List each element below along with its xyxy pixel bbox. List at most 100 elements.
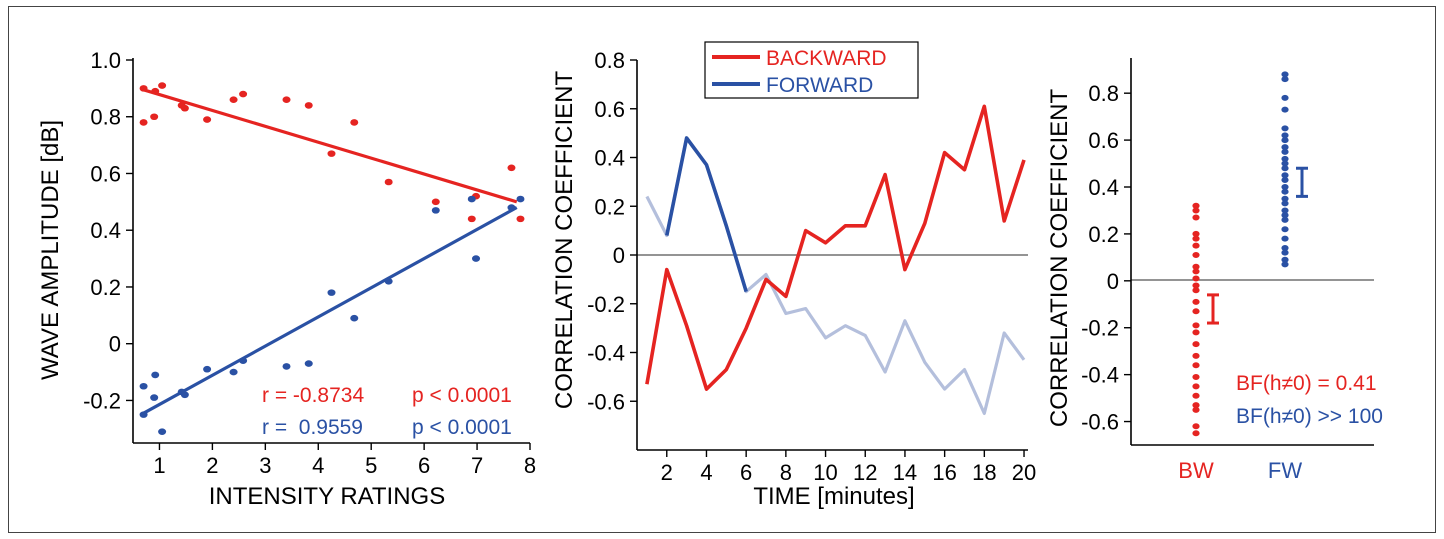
p3-point-bw — [1192, 202, 1200, 209]
p1-point-blue — [151, 371, 160, 379]
p1-p-red: p < 0.0001 — [412, 384, 512, 407]
p1-annotation-blue: r = 0.9559 p < 0.0001 — [262, 416, 512, 439]
p1-point-red — [139, 119, 148, 126]
p3-point-fw — [1281, 261, 1289, 268]
p3-point-fw — [1281, 125, 1289, 132]
p1-point-red — [327, 150, 336, 157]
p1-point-red — [304, 102, 313, 109]
p3-category-fw: FW — [1268, 458, 1302, 483]
p3-point-bw — [1192, 383, 1200, 390]
p2-legend-box — [704, 41, 919, 99]
p3-point-bw — [1192, 406, 1200, 413]
p2-series-forward-highlight — [665, 136, 748, 293]
p3-point-bw — [1192, 430, 1200, 437]
p3-point-bw — [1192, 402, 1200, 409]
p3-point-fw — [1281, 216, 1289, 223]
p3-bf-red: BF(h≠0) = 0.41 — [1236, 372, 1377, 395]
p3-point-bw — [1192, 362, 1200, 369]
p1-point-red — [158, 82, 167, 89]
p1-point-blue — [472, 255, 481, 262]
p2-ytick-label: -0.6 — [587, 389, 625, 414]
p3-point-fw — [1281, 176, 1289, 183]
p1-xtick-label: 4 — [312, 453, 324, 478]
p3-point-fw — [1281, 132, 1289, 139]
p1-annotation-red: r = -0.8734 p < 0.0001 — [262, 384, 512, 407]
p1-point-red — [467, 215, 476, 223]
p3-point-bw — [1192, 214, 1200, 221]
p3-point-bw — [1192, 252, 1200, 259]
p1-y-axis-label: WAVE AMPLITUDE [dB] — [37, 120, 64, 380]
p3-ytick-label: 0 — [1107, 269, 1119, 294]
p1-point-blue — [139, 411, 148, 418]
p3-ytick-label: 0.4 — [1088, 175, 1119, 200]
p3-point-fw — [1281, 71, 1289, 78]
p1-ytick-label: 0 — [109, 332, 121, 357]
p3-point-fw — [1281, 256, 1289, 263]
p2-legend-label-forward: FORWARD — [766, 74, 873, 97]
p3-point-fw — [1281, 172, 1289, 179]
p1-xtick-label: 2 — [206, 453, 218, 478]
p3-ytick-label: 0.6 — [1088, 128, 1119, 153]
p3-y-axis-label: CORRELATION COEFFICIENT — [1046, 89, 1073, 428]
p3-point-fw — [1281, 148, 1289, 155]
p1-point-blue — [282, 363, 291, 370]
p1-r-blue: r = 0.9559 — [262, 416, 363, 439]
p2-ytick-label: 0.8 — [594, 48, 625, 73]
p2-legend: BACKWARD FORWARD — [704, 41, 919, 99]
p1-point-red — [229, 96, 238, 104]
p1-ytick-label: 0.6 — [90, 161, 121, 186]
p3-point-bw — [1192, 263, 1200, 270]
p2-xtick-label: 8 — [780, 460, 792, 485]
p2-xtick-label: 14 — [893, 460, 917, 485]
p2-ytick-label: 0.6 — [594, 97, 625, 122]
p3-point-fw — [1281, 235, 1289, 242]
p1-point-blue — [467, 195, 476, 203]
p2-xtick-label: 12 — [853, 460, 877, 485]
p3-point-fw — [1281, 76, 1289, 83]
p1-point-blue — [327, 289, 336, 296]
panel-bw-fw: -0.6 -0.4 -0.2 0 0.2 0.4 0.6 0.8 BW FW CORRELAT… — [1046, 58, 1383, 483]
p1-point-blue — [507, 204, 516, 211]
p1-r-red: r = -0.8734 — [262, 384, 364, 407]
p3-point-bw — [1192, 341, 1200, 348]
p2-legend-label-backward: BACKWARD — [766, 47, 887, 70]
p1-point-blue — [516, 195, 525, 203]
p1-ytick-label: 1.0 — [90, 48, 121, 73]
p1-fit-line-blue — [142, 206, 518, 415]
p2-y-axis-label: CORRELATION COEFFICIENT — [551, 71, 578, 410]
p1-point-red — [239, 90, 248, 98]
p2-ytick-label: 0.4 — [594, 146, 625, 171]
p3-point-fw — [1281, 207, 1289, 214]
p3-point-fw — [1281, 244, 1289, 251]
p1-ytick-label: 0.4 — [90, 218, 121, 243]
p2-xtick-label: 6 — [740, 460, 752, 485]
p1-point-blue — [203, 365, 212, 373]
p3-point-bw — [1192, 298, 1200, 305]
p3-point-fw — [1281, 106, 1289, 113]
p1-point-red — [384, 178, 393, 186]
p2-ytick-label: 0 — [613, 243, 625, 268]
p1-point-red — [431, 198, 440, 206]
p1-point-blue — [139, 382, 148, 390]
p3-category-bw: BW — [1178, 458, 1214, 483]
p1-point-blue — [180, 391, 189, 399]
p1-point-red — [282, 96, 291, 104]
p3-point-fw — [1281, 144, 1289, 151]
p1-xtick-label: 8 — [524, 453, 536, 478]
p3-point-bw — [1192, 352, 1200, 359]
p2-series-forward — [645, 136, 1026, 415]
p1-fit-line-red — [143, 88, 518, 204]
p1-point-blue — [304, 360, 313, 367]
p2-xtick-label: 16 — [932, 460, 956, 485]
p3-point-bw — [1192, 235, 1200, 242]
p3-point-bw — [1192, 373, 1200, 380]
p3-point-bw — [1192, 392, 1200, 399]
p3-ytick-label: -0.2 — [1081, 316, 1119, 341]
p1-point-red — [350, 119, 359, 126]
p1-point-blue — [350, 314, 359, 322]
p3-point-fw — [1281, 137, 1289, 144]
p2-xtick-label: 4 — [700, 460, 712, 485]
p2-series-backward — [645, 104, 1026, 391]
p3-point-bw — [1192, 268, 1200, 275]
